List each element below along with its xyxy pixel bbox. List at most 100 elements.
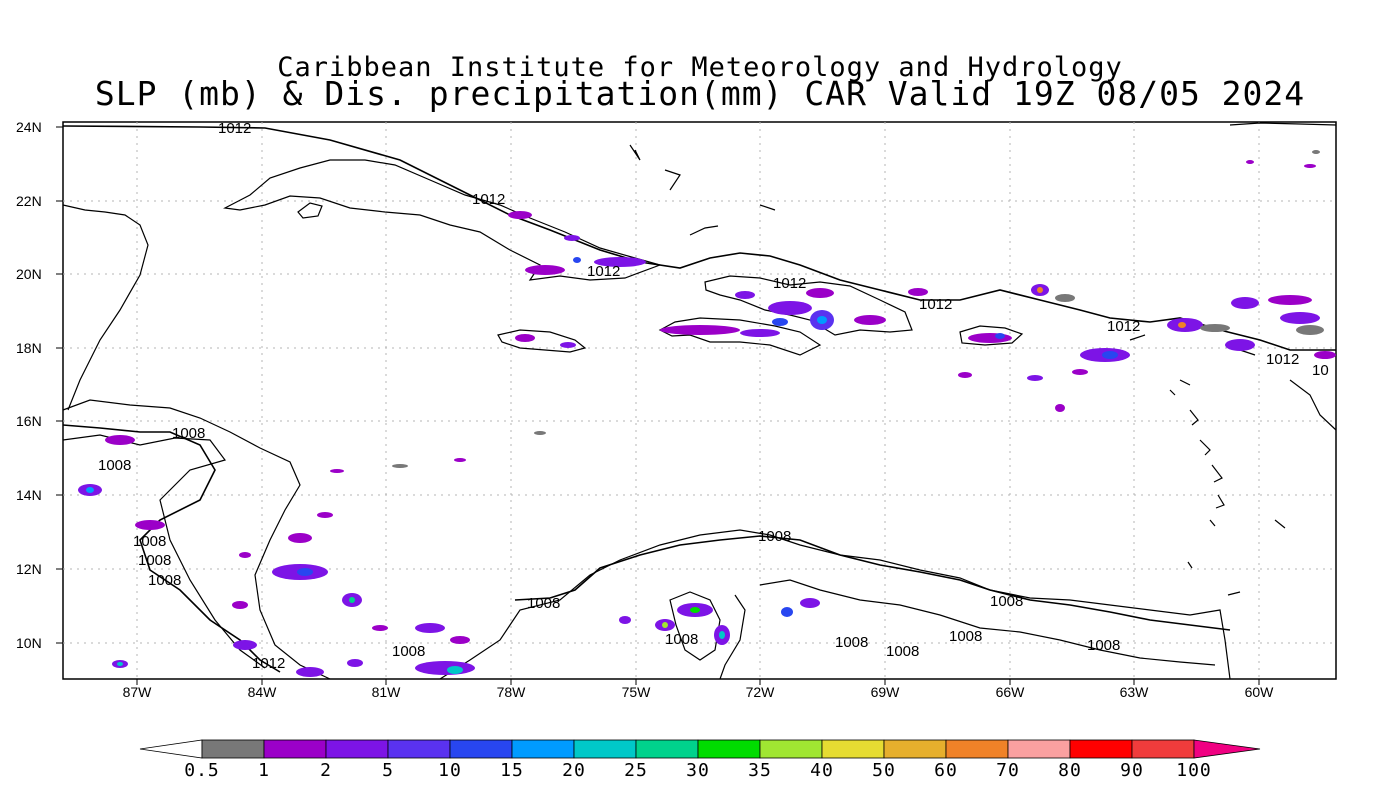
precip-cell — [1246, 160, 1254, 164]
isobar-label: 1008 — [98, 457, 131, 474]
precip-cell — [288, 533, 312, 543]
colorbar-swatch — [635, 739, 699, 759]
colorbar-swatch — [1131, 739, 1195, 759]
precip-cell — [1072, 369, 1088, 375]
lat-label: 10N — [16, 635, 42, 651]
hispaniola-coast — [658, 275, 913, 356]
precip-cell — [86, 487, 94, 493]
precip-cell — [806, 288, 834, 298]
colorbar-label: 40 — [810, 760, 834, 781]
isobar-label: 1012 — [773, 275, 806, 292]
precip-cell — [660, 325, 740, 335]
precipitation-areas — [78, 150, 1336, 677]
isobar-1012-north — [62, 125, 1336, 351]
precip-cell — [1312, 150, 1320, 154]
precip-cell — [415, 661, 475, 675]
colorbar-label: 20 — [562, 760, 586, 781]
lat-label: 12N — [16, 561, 42, 577]
florida-keys-bahamas — [629, 144, 776, 236]
isobar-label: 1012 — [1266, 351, 1299, 368]
precip-cell — [330, 469, 344, 473]
precip-cell — [968, 333, 1012, 343]
precip-cell — [392, 464, 408, 468]
precip-cell — [534, 431, 546, 435]
precip-cell — [1037, 287, 1043, 293]
precip-cell — [347, 659, 363, 667]
precip-cell — [296, 667, 324, 677]
colorbar-label: 10 — [438, 760, 462, 781]
precip-cell — [995, 333, 1005, 339]
map-frame — [62, 121, 1337, 680]
colorbar-swatch — [201, 739, 265, 759]
coastlines — [62, 122, 1337, 680]
isobar-label: 1008 — [949, 628, 982, 645]
precip-cell — [908, 288, 928, 296]
colorbar-swatch — [387, 739, 451, 759]
precip-cell — [117, 662, 123, 666]
lat-label: 20N — [16, 266, 42, 282]
precip-cell — [317, 512, 333, 518]
precip-cell — [135, 520, 165, 530]
isobar-label: 1008 — [758, 528, 791, 545]
isobar-label: 1008 — [835, 634, 868, 651]
precip-cell — [454, 458, 466, 462]
precip-cell — [1200, 324, 1230, 332]
colorbar-swatch — [697, 739, 761, 759]
colorbar-label: 25 — [624, 760, 648, 781]
precip-cell — [233, 640, 257, 650]
isobar-label: 1012 — [1107, 318, 1140, 335]
colorbar-label: 70 — [996, 760, 1020, 781]
lat-label: 18N — [16, 340, 42, 356]
precip-cell — [525, 265, 565, 275]
isobar-label: 1012 — [587, 263, 620, 280]
lon-label: 84W — [247, 684, 277, 700]
colorbar-label: 35 — [748, 760, 772, 781]
isobar-label: 1008 — [148, 572, 181, 589]
colorbar-label: 5 — [382, 760, 394, 781]
precip-cell — [1055, 404, 1065, 412]
cuba-coast — [223, 159, 662, 281]
colorbar-swatch — [759, 739, 823, 759]
colorbar — [139, 739, 1261, 759]
precip-cell — [1178, 322, 1186, 328]
isobar-1008-south — [514, 535, 1231, 631]
colorbar-label: 50 — [872, 760, 896, 781]
lon-label: 69W — [870, 684, 900, 700]
colorbar-swatch — [449, 739, 513, 759]
precip-cell — [349, 597, 355, 603]
slp-isobars — [62, 125, 1336, 673]
atlantic-coast-top — [1229, 122, 1337, 126]
colorbar-label: 30 — [686, 760, 710, 781]
precip-cell — [1304, 164, 1316, 168]
chart-title-line1: Caribbean Institute for Meteorology and … — [277, 52, 1123, 83]
isobar-label: 1008 — [172, 425, 205, 442]
precip-cell — [854, 315, 886, 325]
colorbar-swatch — [945, 739, 1009, 759]
colorbar-label: 2 — [320, 760, 332, 781]
jamaica-coast — [497, 329, 587, 353]
precip-cell — [573, 257, 581, 263]
colorbar-swatch — [573, 739, 637, 759]
precip-cell — [817, 316, 827, 324]
mexico-coast — [62, 204, 149, 411]
colorbar-label: 100 — [1176, 760, 1212, 781]
colorbar-arrow-high — [1193, 739, 1261, 759]
precip-cell — [740, 329, 780, 337]
precip-cell — [239, 552, 251, 558]
lon-label: 60W — [1244, 684, 1274, 700]
lon-label: 63W — [1119, 684, 1149, 700]
lake-maracaibo — [669, 591, 721, 661]
isobar-label: 1008 — [527, 595, 560, 612]
precip-cell — [1314, 351, 1336, 359]
precip-cell — [800, 598, 820, 608]
precip-cell — [1231, 297, 1259, 309]
isobar-label: 1012 — [218, 120, 251, 137]
precip-cell — [690, 607, 700, 613]
lat-label: 22N — [16, 193, 42, 209]
colorbar-swatch — [263, 739, 327, 759]
precip-cell — [232, 601, 248, 609]
lat-label: 24N — [16, 119, 42, 135]
precip-cell — [781, 607, 793, 617]
precip-cell — [1102, 351, 1118, 359]
